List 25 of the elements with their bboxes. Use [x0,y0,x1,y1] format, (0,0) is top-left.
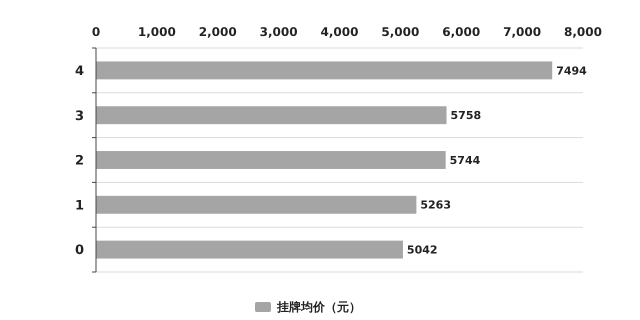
x-tick-label: 2,000 [198,25,237,39]
x-tick-label: 6,000 [442,25,480,39]
y-tick-label: 0 [74,243,84,258]
x-tick-label: 0 [92,25,100,39]
data-label: 5042 [406,243,438,256]
bar [96,106,447,124]
y-tick-label: 4 [74,64,84,79]
bar [96,61,552,80]
bar [96,151,446,169]
x-tick-label: 1,000 [138,25,176,39]
legend-label: 挂牌均价（元） [276,300,361,314]
y-tick-label: 3 [74,108,84,124]
data-label: 7494 [556,64,588,78]
x-tick-label: 5,000 [381,25,420,39]
x-tick-label: 4,000 [320,25,358,39]
y-tick-label: 2 [74,154,84,169]
x-tick-label: 7,000 [503,25,542,39]
bar [96,240,403,259]
bar [96,196,416,214]
x-tick-label: 3,000 [260,25,298,39]
data-label: 5744 [450,154,481,167]
y-tick-label: 1 [74,198,84,214]
x-tick-label: 8,000 [564,25,602,39]
data-label: 5758 [450,109,482,122]
data-label: 5263 [420,198,452,212]
